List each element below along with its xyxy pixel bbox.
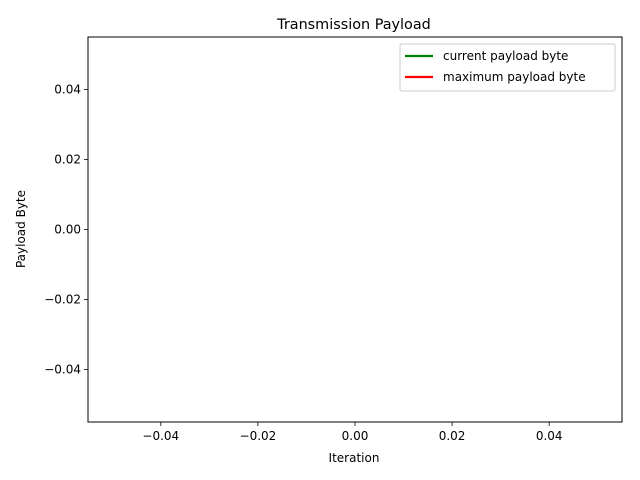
- x-tick-label: 0.02: [439, 429, 466, 443]
- legend-label-1: current payload byte: [443, 49, 568, 63]
- y-tick-label: 0.02: [54, 153, 81, 167]
- y-tick-label: −0.02: [44, 293, 81, 307]
- y-tick-label: 0.04: [54, 83, 81, 97]
- y-tick-label: 0.00: [54, 223, 81, 237]
- legend-box: [399, 43, 616, 92]
- legend-label-2: maximum payload byte: [443, 70, 586, 84]
- y-tick-label: −0.04: [44, 363, 81, 377]
- y-axis-label: Payload Byte: [14, 190, 28, 268]
- legend: current payload byte maximum payload byte: [399, 43, 616, 92]
- x-axis-label: Iteration: [329, 451, 380, 465]
- x-tick-label: 0.04: [536, 429, 563, 443]
- x-axis-ticks: −0.04 −0.02 0.00 0.02 0.04: [142, 422, 563, 443]
- x-tick-label: −0.02: [240, 429, 277, 443]
- y-axis-ticks: −0.04 −0.02 0.00 0.02 0.04: [44, 83, 88, 377]
- chart-title: Transmission Payload: [276, 17, 431, 33]
- plot-area: [87, 36, 623, 423]
- x-tick-label: 0.00: [342, 429, 369, 443]
- plot-frame: [87, 36, 623, 423]
- x-tick-label: −0.04: [142, 429, 179, 443]
